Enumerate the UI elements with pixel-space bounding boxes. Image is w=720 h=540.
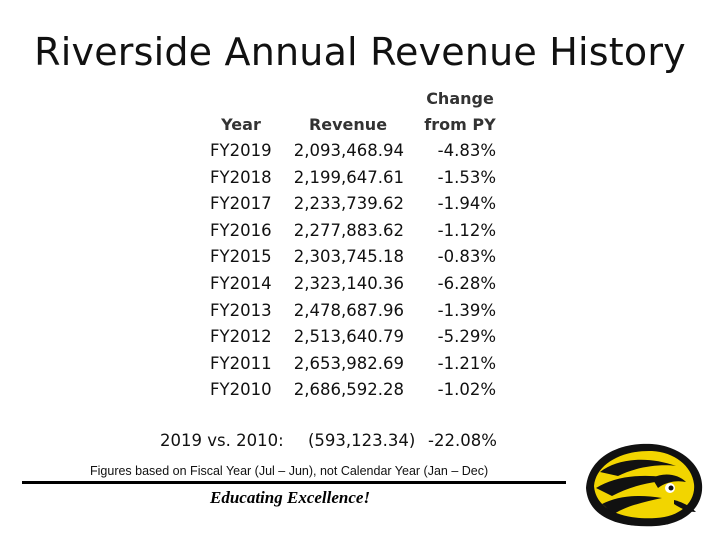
- row-year: FY2012: [210, 327, 272, 347]
- table-row: FY2013 2,478,687.96 -1.39%: [200, 298, 506, 325]
- yellow-jacket-mascot-icon: [586, 443, 703, 527]
- table-row: FY2011 2,653,982.69 -1.21%: [200, 351, 506, 378]
- header-change: Change from PY: [414, 86, 506, 138]
- row-change: -1.39%: [437, 300, 496, 320]
- table-header-row: Year Revenue Change from PY: [200, 86, 506, 138]
- mascot-head: [586, 443, 703, 527]
- summary-percent: -22.08%: [428, 431, 497, 450]
- row-year: FY2011: [210, 353, 272, 373]
- row-revenue: 2,277,883.62: [293, 220, 404, 240]
- row-year: FY2019: [210, 141, 272, 160]
- row-year: FY2018: [210, 167, 272, 187]
- table-row: FY2015 2,303,745.18 -0.83%: [200, 244, 506, 271]
- footnote: Figures based on Fiscal Year (Jul – Jun)…: [90, 464, 489, 478]
- table-row: FY2010 2,686,592.28 -1.02%: [200, 377, 506, 404]
- table-row: FY2012 2,513,640.79 -5.29%: [200, 324, 506, 351]
- table-row: FY2019 2,093,468.94 -4.83%: [200, 138, 506, 165]
- row-revenue: 2,513,640.79: [293, 327, 404, 347]
- row-year: FY2016: [210, 220, 272, 240]
- row-change: -0.83%: [437, 247, 496, 267]
- revenue-table: Year Revenue Change from PY FY2019 2,093,…: [200, 86, 506, 404]
- row-revenue: 2,653,982.69: [293, 353, 404, 373]
- row-revenue: 2,233,739.62: [293, 194, 404, 214]
- row-revenue: 2,199,647.61: [293, 167, 404, 187]
- header-year: Year: [221, 115, 261, 134]
- divider-line: [22, 481, 566, 484]
- row-change: -4.83%: [437, 141, 496, 160]
- row-revenue: 2,478,687.96: [293, 300, 404, 320]
- row-revenue: 2,323,140.36: [293, 273, 404, 293]
- slide-title: Riverside Annual Revenue History: [34, 30, 686, 74]
- row-revenue: 2,093,468.94: [293, 141, 404, 160]
- header-revenue: Revenue: [308, 115, 388, 134]
- row-change: -1.02%: [437, 380, 496, 400]
- row-change: -1.12%: [437, 220, 496, 240]
- row-year: FY2010: [210, 380, 272, 400]
- row-change: -1.21%: [437, 353, 496, 373]
- row-year: FY2015: [210, 247, 272, 267]
- table-row: FY2018 2,199,647.61 -1.53%: [200, 165, 506, 192]
- summary-difference: (593,123.34): [308, 431, 416, 450]
- row-change: -6.28%: [437, 273, 496, 293]
- summary-label: 2019 vs. 2010:: [160, 431, 284, 450]
- row-year: FY2017: [210, 194, 272, 214]
- row-change: -1.53%: [437, 167, 496, 187]
- table-row: FY2016 2,277,883.62 -1.12%: [200, 218, 506, 245]
- table-row: FY2014 2,323,140.36 -6.28%: [200, 271, 506, 298]
- motto: Educating Excellence!: [210, 488, 371, 507]
- table-row: FY2017 2,233,739.62 -1.94%: [200, 191, 506, 218]
- row-year: FY2014: [210, 273, 272, 293]
- row-change: -5.29%: [437, 327, 496, 347]
- row-revenue: 2,303,745.18: [293, 247, 404, 267]
- row-change: -1.94%: [437, 194, 496, 214]
- header-change-line2: from PY: [424, 115, 496, 134]
- row-year: FY2013: [210, 300, 272, 320]
- header-change-line1: Change: [426, 89, 494, 108]
- row-revenue: 2,686,592.28: [293, 380, 404, 400]
